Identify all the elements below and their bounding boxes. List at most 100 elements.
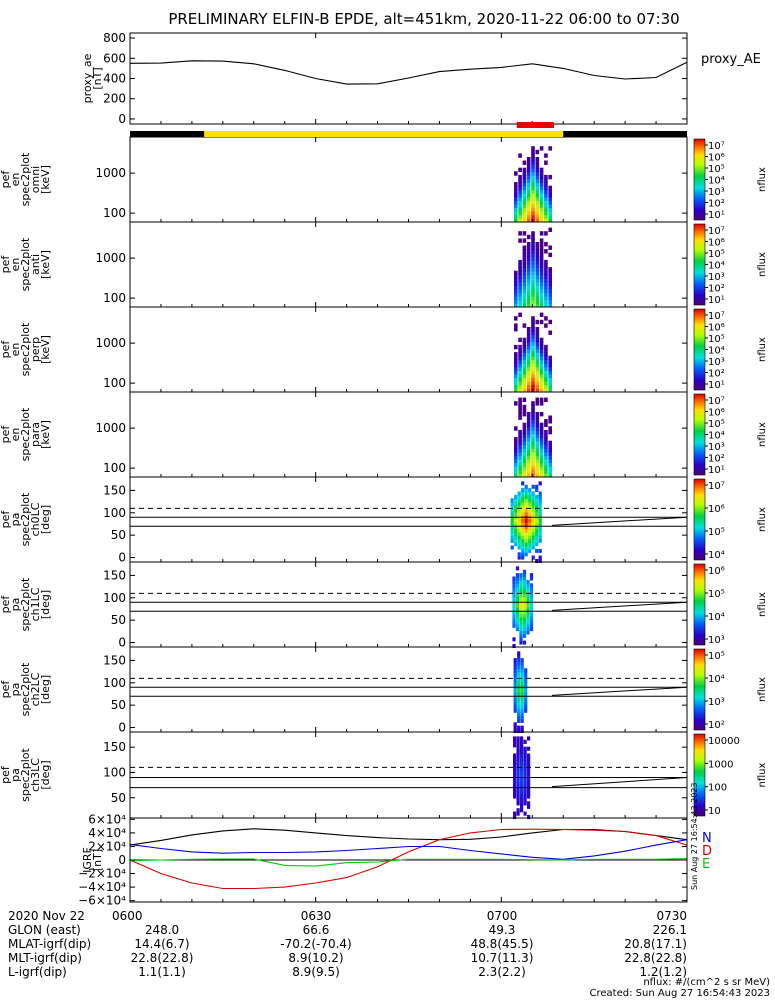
colorbar-tick-label: 10³	[708, 697, 725, 708]
colorbar-tick-label: 10¹	[708, 210, 725, 221]
heatmap-cell	[544, 285, 548, 290]
heatmap-cell	[539, 178, 544, 183]
heatmap-cell	[513, 780, 517, 785]
heatmap-cell	[519, 637, 523, 642]
x-tick-label: 0700	[487, 909, 518, 923]
heatmap-cell	[548, 196, 552, 201]
heatmap-cell	[517, 542, 521, 547]
heatmap-cell	[518, 458, 522, 463]
colorbar-tick-label: 10000	[708, 736, 740, 747]
heatmap-cell	[522, 341, 527, 346]
igrf-series-line	[130, 828, 687, 846]
ephemeris-value: 2.3(2.2)	[478, 965, 526, 979]
heatmap-cell	[548, 245, 552, 250]
heatmap-cell	[544, 210, 548, 216]
heatmap-cell	[539, 277, 544, 283]
heatmap-cell	[535, 207, 540, 212]
heatmap-cell	[518, 359, 522, 364]
heatmap-cell	[517, 718, 521, 723]
heatmap-cell	[522, 359, 527, 364]
state-bar-layer	[130, 122, 687, 137]
heatmap-cell	[526, 422, 531, 428]
heatmap-cell	[539, 274, 544, 279]
heatmap-cell	[535, 178, 540, 183]
heatmap-cell	[522, 277, 527, 283]
heatmap-cell	[548, 210, 552, 216]
heatmap-cell	[518, 337, 522, 343]
heatmap-cell	[514, 444, 518, 449]
heatmap-cell	[512, 617, 516, 621]
heatmap-cell	[522, 408, 527, 413]
heatmap-cell	[514, 214, 518, 219]
heatmap-cell	[521, 528, 525, 533]
heatmap-cell	[522, 469, 527, 474]
y-tick-label: 50	[111, 528, 126, 542]
heatmap-cell	[535, 319, 540, 325]
heatmap-cell	[535, 334, 540, 339]
heatmap-cell	[535, 263, 540, 268]
heatmap-cell	[527, 777, 531, 782]
heatmap-cell	[526, 263, 531, 268]
colorbar	[693, 563, 706, 646]
heatmap-cell	[514, 359, 518, 364]
y-tick-label: 100	[103, 461, 126, 475]
heatmap-cell	[548, 218, 552, 223]
heatmap-cell	[535, 528, 539, 533]
heatmap-cell	[522, 380, 527, 386]
heatmap-cell	[531, 182, 535, 187]
heatmap-cell	[517, 691, 521, 696]
heatmap-cell	[531, 538, 535, 543]
heatmap-cell	[526, 380, 531, 386]
heatmap-cell	[520, 708, 524, 713]
y-axis-label-line: [keV]	[39, 335, 52, 364]
heatmap-cell	[529, 620, 534, 625]
heatmap-cell	[516, 811, 520, 816]
y-axis-label-line: elb	[0, 681, 2, 698]
ephemeris-value: 49.3	[489, 923, 516, 937]
heatmap-cell	[518, 167, 522, 173]
heatmap-cell	[518, 447, 522, 453]
heatmap-cell	[526, 252, 531, 258]
heatmap-cell	[544, 288, 548, 293]
heatmap-cell	[535, 429, 540, 435]
heatmap-cell	[522, 455, 527, 460]
heatmap-cell	[526, 256, 531, 261]
heatmap-cell	[517, 521, 521, 526]
heatmap-cell	[523, 767, 527, 772]
y-axis-label-line: perp	[29, 337, 42, 362]
heatmap-cell	[535, 366, 540, 371]
heatmap-cell	[529, 573, 534, 578]
heatmap-cell	[539, 312, 544, 317]
heatmap-cell	[520, 739, 524, 744]
heatmap-cell	[512, 586, 516, 591]
heatmap-cell	[544, 429, 548, 435]
heatmap-cell	[517, 681, 521, 686]
colorbar-tick-label: 10	[708, 806, 721, 817]
heatmap-cell	[544, 174, 548, 180]
heatmap-cell	[539, 174, 544, 180]
heatmap-cell	[531, 494, 535, 499]
heatmap-cell	[535, 327, 540, 332]
heatmap-cell	[539, 388, 544, 393]
heatmap-cell	[522, 366, 527, 371]
heatmap-cell	[548, 473, 552, 478]
heatmap-cell	[535, 518, 539, 523]
heatmap-cell	[539, 401, 544, 406]
heatmap-cell	[522, 606, 527, 611]
heatmap-cell	[515, 606, 520, 611]
heatmap-cell	[523, 746, 527, 751]
heatmap-cell	[518, 370, 522, 375]
heatmap-cell	[544, 462, 548, 467]
heatmap-cell	[522, 377, 527, 382]
heatmap-cell	[526, 627, 530, 632]
heatmap-cell	[535, 252, 540, 258]
heatmap-cell	[538, 548, 542, 553]
heatmap-cell	[531, 292, 535, 297]
heatmap-cell	[531, 245, 535, 250]
heatmap-cell	[514, 285, 518, 290]
y-axis-label-line: [nT]	[91, 67, 104, 89]
heatmap-cell	[548, 299, 552, 304]
y-axis-label-line: spec2plot	[19, 577, 32, 631]
heatmap-cell	[531, 458, 535, 463]
heatmap-cell	[531, 429, 535, 435]
